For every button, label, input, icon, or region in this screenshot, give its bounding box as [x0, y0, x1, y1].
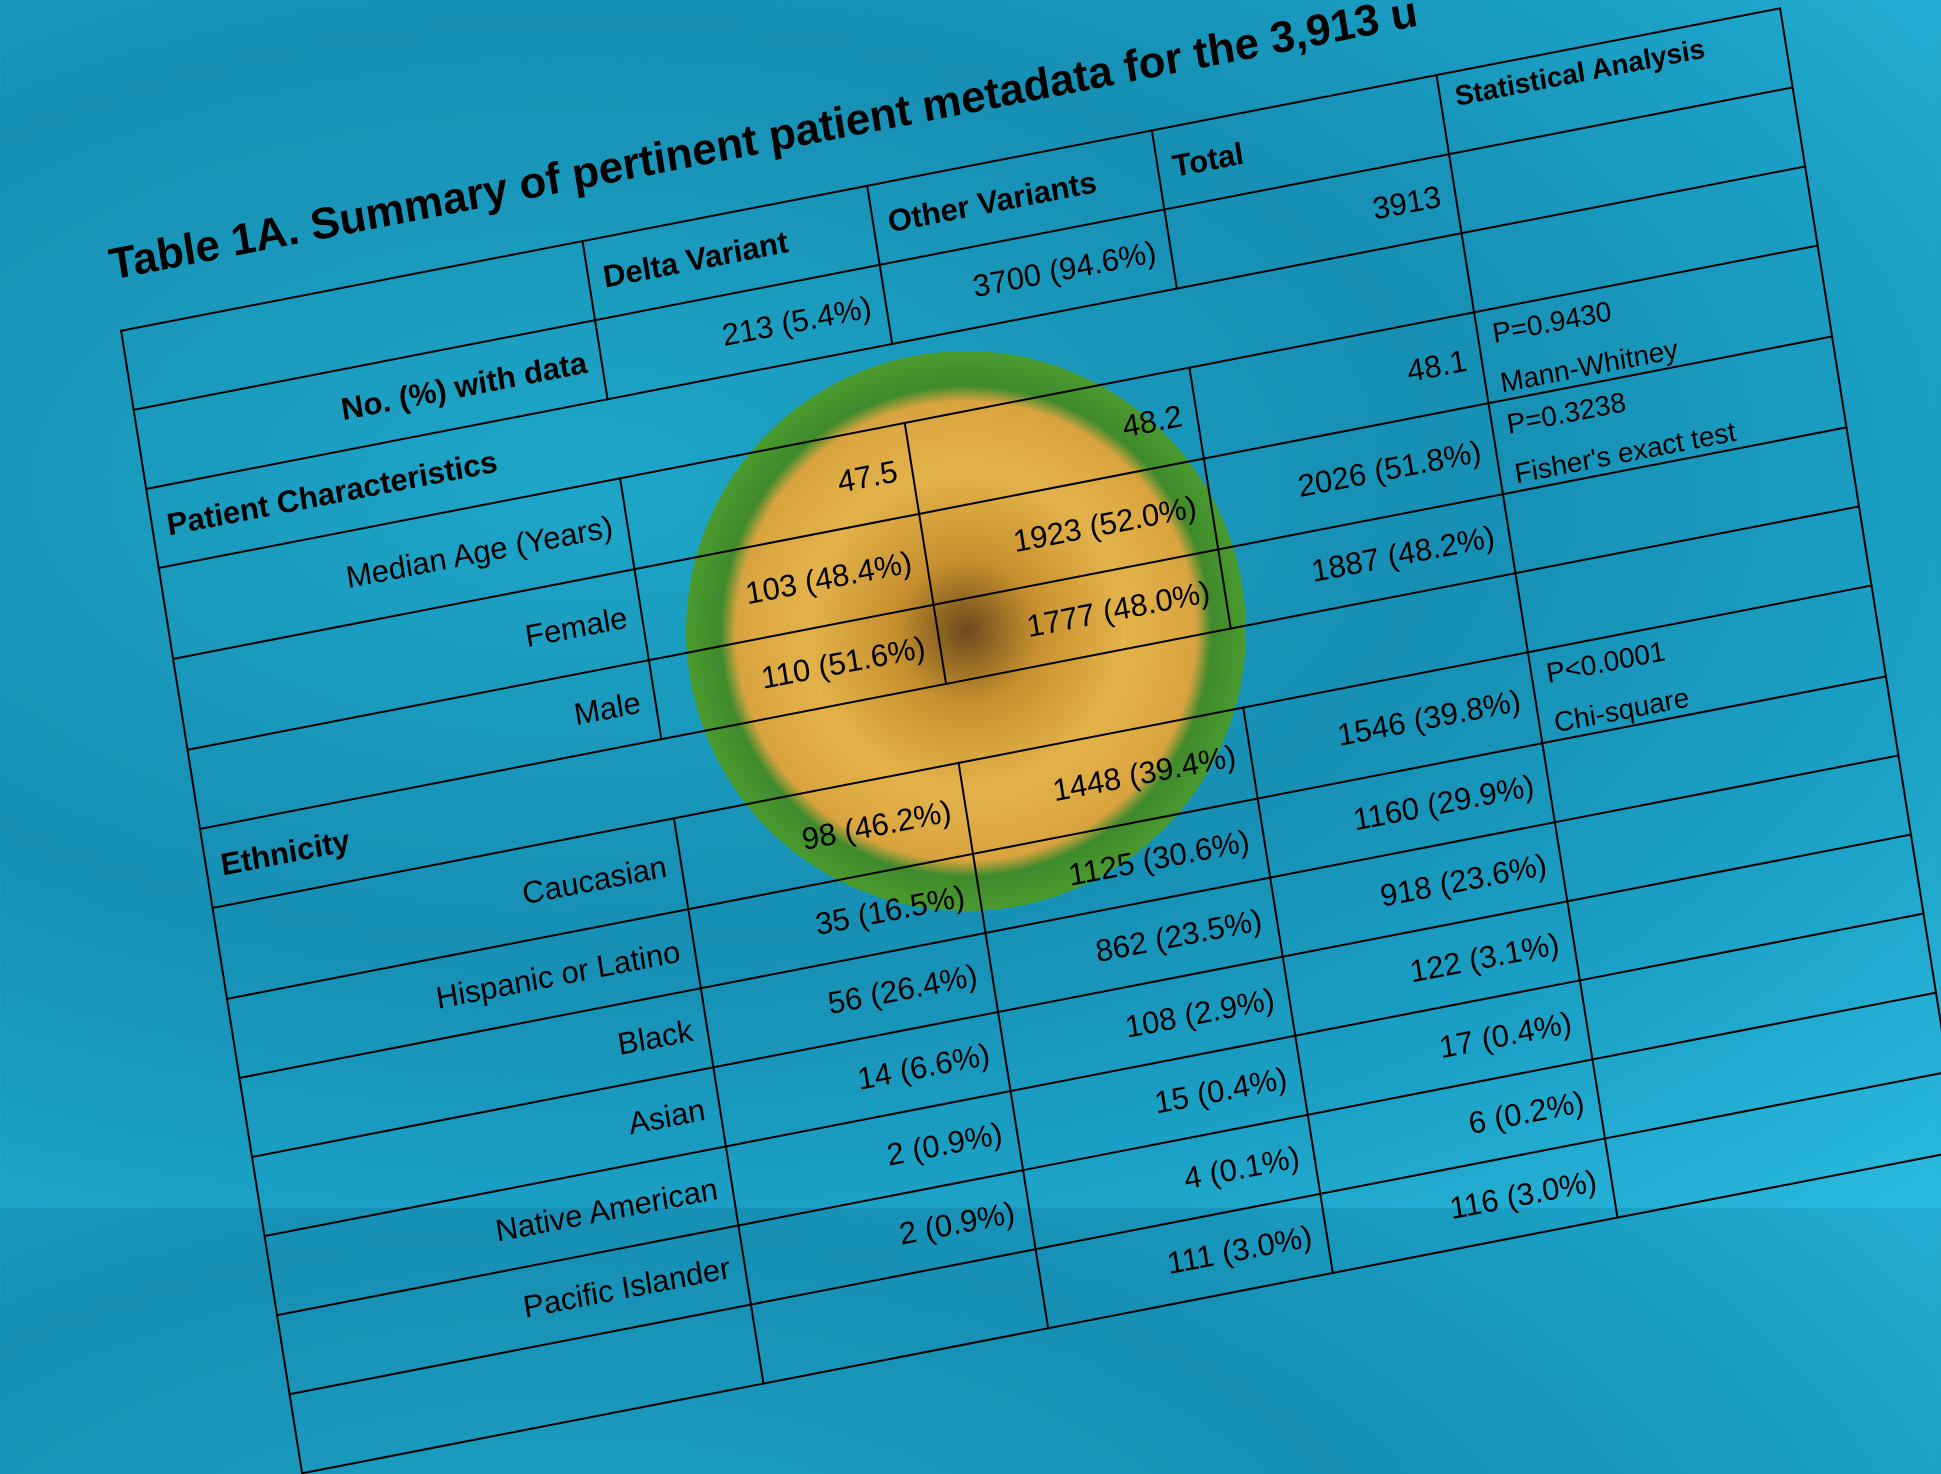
coronavirus-image: [686, 351, 1246, 911]
printed-table-sheet: Table 1A. Summary of pertinent patient m…: [106, 0, 1941, 1474]
